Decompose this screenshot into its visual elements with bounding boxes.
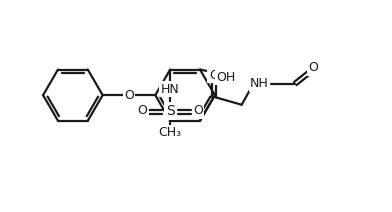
Text: HN: HN [161,83,180,96]
Text: NH: NH [250,77,269,90]
Text: O: O [124,89,134,102]
Text: O: O [308,61,318,74]
Text: O: O [193,105,203,117]
Text: CH₃: CH₃ [159,126,182,139]
Text: O: O [209,69,219,82]
Text: S: S [166,104,174,118]
Text: O: O [138,105,147,117]
Text: OH: OH [216,71,236,84]
